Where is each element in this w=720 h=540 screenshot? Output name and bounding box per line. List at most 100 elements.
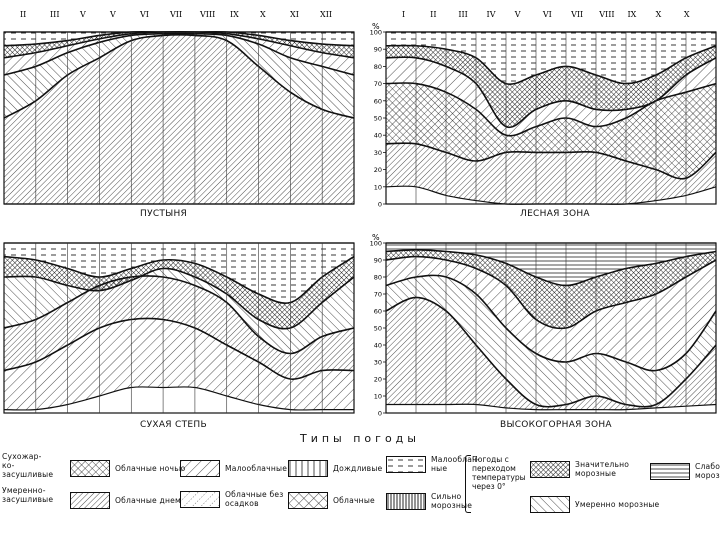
series-line <box>386 403 717 411</box>
month-label: X <box>260 10 266 19</box>
legend-item: Облачные ночью <box>70 460 185 477</box>
legend-label: Малооблач- ные <box>431 455 480 473</box>
y-axis-unit: % <box>372 233 380 242</box>
y-tick-label: 100 <box>370 29 382 37</box>
legend-swatch <box>70 460 110 477</box>
y-tick-label: 60 <box>374 308 382 316</box>
y-tick-label: 10 <box>374 393 382 401</box>
y-tick-label: 70 <box>374 291 382 299</box>
panel-1: II III V V VI VII VIII IX X XI XII <box>3 10 355 205</box>
band <box>4 31 354 46</box>
legend-label: Значительно морозные <box>575 460 630 478</box>
legend-swatch <box>530 460 570 478</box>
legend-item: Сильно морозные <box>386 492 472 510</box>
series-line <box>385 185 717 205</box>
legend-label: Малооблачные <box>225 464 288 473</box>
y-tick-label: 100 <box>370 240 382 248</box>
month-label: V <box>514 10 521 19</box>
y-tick-label: 90 <box>374 46 382 54</box>
panel-title: ЛЕСНАЯ ЗОНА <box>520 209 590 219</box>
month-label: V <box>79 10 86 19</box>
legend-swatch <box>180 490 220 508</box>
series-line <box>3 317 355 380</box>
y-axis-unit: % <box>372 22 380 31</box>
panel-title: СУХАЯ СТЕПЬ <box>140 420 207 430</box>
series-line <box>385 248 717 287</box>
y-tick-label: 50 <box>374 115 382 123</box>
panel-title: ВЫСОКОГОРНАЯ ЗОНА <box>500 420 612 430</box>
series-line <box>3 386 354 411</box>
legend-swatch <box>386 455 426 473</box>
legend-label: Облачные днем <box>115 496 181 505</box>
series-line <box>385 56 717 129</box>
month-label: II <box>20 10 26 19</box>
y-tick-label: 80 <box>374 274 382 282</box>
y-tick-label: 80 <box>374 63 382 71</box>
month-label: II <box>430 10 436 19</box>
band <box>4 256 354 329</box>
month-label: XII <box>320 10 332 19</box>
legend-label: Умеренно- засушливые <box>2 486 54 504</box>
legend-swatch <box>530 496 570 513</box>
legend-swatch <box>650 462 690 480</box>
legend-bracket <box>465 455 471 513</box>
band <box>4 275 354 380</box>
y-tick-label: 50 <box>374 325 382 333</box>
month-label: VII <box>570 10 583 19</box>
y-tick-label: 0 <box>378 201 382 209</box>
legend-item: Умеренно морозные <box>530 496 659 513</box>
band <box>386 249 716 329</box>
series-line <box>385 255 717 330</box>
series-line <box>385 142 717 180</box>
band <box>4 33 354 118</box>
legend-item: Малооблачные <box>180 460 287 477</box>
y-tick-label: 30 <box>374 359 382 367</box>
band <box>4 31 354 75</box>
band <box>386 143 716 205</box>
legend-item: Умеренно- засушливые <box>2 486 53 504</box>
band <box>4 243 354 304</box>
legend-item: Облачные <box>288 492 375 509</box>
legend-label: Слабо морозные <box>695 462 720 480</box>
month-label: III <box>458 10 467 19</box>
series-line <box>385 296 717 408</box>
legend-swatch <box>386 492 426 510</box>
month-label: VIII <box>199 10 215 19</box>
band <box>386 32 716 85</box>
panel-title: ПУСТЫНЯ <box>140 209 188 219</box>
month-label: XI <box>290 10 299 19</box>
month-label: V <box>109 10 116 19</box>
band <box>386 297 716 410</box>
panel-3 <box>3 242 355 414</box>
legend-group-label: Погоды с переходом температуры через 0° <box>472 455 526 491</box>
legend-swatch <box>288 492 328 509</box>
y-tick-label: 40 <box>374 132 382 140</box>
y-tick-label: 40 <box>374 342 382 350</box>
y-tick-label: 30 <box>374 149 382 157</box>
band <box>4 34 354 205</box>
band <box>386 275 716 407</box>
legend-label: Облачные ночью <box>115 464 186 473</box>
band <box>386 82 716 179</box>
series-line <box>3 33 355 119</box>
legend-item: Дождливые <box>288 460 382 477</box>
series-line <box>3 255 355 304</box>
y-tick-label: 10 <box>374 183 382 191</box>
month-label: VI <box>139 10 149 19</box>
month-label: VII <box>169 10 182 19</box>
legend-label: Сухожар- ко- засушливые <box>2 452 54 479</box>
month-label: VI <box>542 10 552 19</box>
band <box>4 318 354 410</box>
legend-label: Дождливые <box>333 464 383 473</box>
legend-swatch <box>180 460 220 477</box>
band <box>4 31 354 58</box>
legend-label: Сильно морозные <box>431 492 473 510</box>
month-label: IX <box>627 10 636 19</box>
y-tick-label: 20 <box>374 376 382 384</box>
legend-item: Слабо морозные <box>650 462 720 480</box>
legend-label: Умеренно морозные <box>575 500 660 509</box>
series-line <box>3 267 355 330</box>
y-tick-label: 0 <box>378 410 382 418</box>
